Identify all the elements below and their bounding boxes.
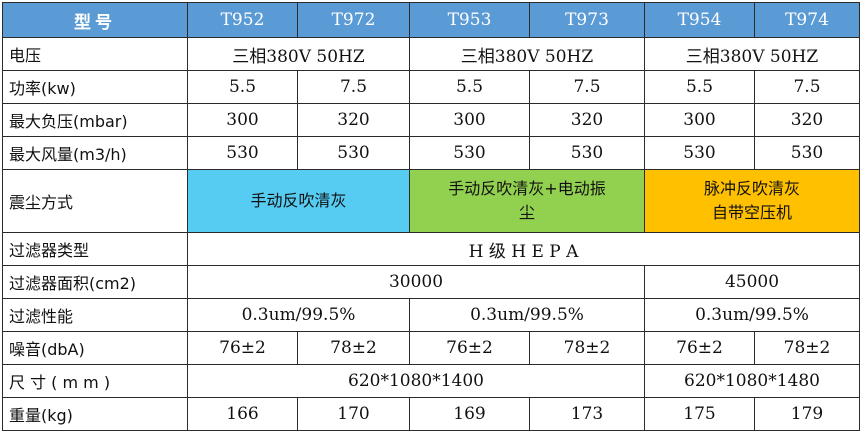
airflow-cell: 530 xyxy=(529,136,645,170)
noise-cell: 76±2 xyxy=(644,331,755,365)
model-header: T952 xyxy=(187,2,298,38)
noise-cell: 76±2 xyxy=(187,331,298,365)
weight-cell: 179 xyxy=(754,397,860,431)
weight-cell: 166 xyxy=(187,397,298,431)
dust-method-cell: 手动反吹清灰 xyxy=(187,169,410,233)
filter-type-row: 过滤器类型 H 级 H E P A xyxy=(2,232,860,266)
weight-row: 重量(kg) 166 170 169 173 175 179 xyxy=(2,397,860,431)
weight-cell: 175 xyxy=(644,397,755,431)
model-header: T954 xyxy=(644,2,755,38)
header-label: 型号 xyxy=(2,2,188,38)
voltage-cell: 三相380V 50HZ xyxy=(187,37,410,71)
dust-method-line: 手动反吹清灰+电动振 xyxy=(448,179,606,198)
pressure-cell: 320 xyxy=(754,103,860,137)
airflow-cell: 530 xyxy=(754,136,860,170)
pressure-cell: 300 xyxy=(644,103,755,137)
noise-cell: 78±2 xyxy=(529,331,645,365)
size-cell: 620*1080*1480 xyxy=(644,364,860,398)
row-label: 功率(kw) xyxy=(2,70,188,104)
filter-performance-cell: 0.3um/99.5% xyxy=(409,298,645,332)
filter-area-cell: 30000 xyxy=(187,265,645,299)
model-header: T974 xyxy=(754,2,860,38)
row-label: 最大风量(m3/h) xyxy=(2,136,188,170)
power-cell: 7.5 xyxy=(297,70,410,104)
dust-method-line: 脉冲反吹清灰 xyxy=(703,179,800,198)
pressure-cell: 320 xyxy=(297,103,410,137)
dust-method-line: 尘 xyxy=(518,203,535,222)
airflow-cell: 530 xyxy=(409,136,530,170)
row-label: 重量(kg) xyxy=(2,397,188,431)
filter-performance-row: 过滤性能 0.3um/99.5% 0.3um/99.5% 0.3um/99.5% xyxy=(2,298,860,332)
filter-performance-cell: 0.3um/99.5% xyxy=(187,298,410,332)
row-label: 电压 xyxy=(2,37,188,71)
noise-cell: 76±2 xyxy=(409,331,530,365)
dust-method-cell: 手动反吹清灰+电动振 尘 xyxy=(409,169,645,233)
row-label: 震尘方式 xyxy=(2,169,188,233)
dust-method-row: 震尘方式 手动反吹清灰 手动反吹清灰+电动振 尘 脉冲反吹清灰 自带空压机 xyxy=(2,169,860,233)
dust-method-cell: 脉冲反吹清灰 自带空压机 xyxy=(644,169,860,233)
filter-area-row: 过滤器面积(cm2) 30000 45000 xyxy=(2,265,860,299)
row-label: 噪音(dbA) xyxy=(2,331,188,365)
model-header: T973 xyxy=(529,2,645,38)
weight-cell: 173 xyxy=(529,397,645,431)
voltage-row: 电压 三相380V 50HZ 三相380V 50HZ 三相380V 50HZ xyxy=(2,37,860,71)
size-row: 尺 寸 ( m m ) 620*1080*1400 620*1080*1480 xyxy=(2,364,860,398)
power-cell: 5.5 xyxy=(409,70,530,104)
airflow-cell: 530 xyxy=(297,136,410,170)
model-header: T972 xyxy=(297,2,410,38)
power-cell: 5.5 xyxy=(644,70,755,104)
power-cell: 5.5 xyxy=(187,70,298,104)
filter-performance-cell: 0.3um/99.5% xyxy=(644,298,860,332)
pressure-cell: 300 xyxy=(187,103,298,137)
max-airflow-row: 最大风量(m3/h) 530 530 530 530 530 530 xyxy=(2,136,860,170)
size-cell: 620*1080*1400 xyxy=(187,364,645,398)
voltage-cell: 三相380V 50HZ xyxy=(409,37,645,71)
power-row: 功率(kw) 5.5 7.5 5.5 7.5 5.5 7.5 xyxy=(2,70,860,104)
row-label: 最大负压(mbar) xyxy=(2,103,188,137)
row-label: 过滤器类型 xyxy=(2,232,188,266)
row-label: 过滤器面积(cm2) xyxy=(2,265,188,299)
dust-method-line: 自带空压机 xyxy=(711,203,792,222)
filter-type-cell: H 级 H E P A xyxy=(187,232,860,266)
row-label: 尺 寸 ( m m ) xyxy=(2,364,188,398)
noise-row: 噪音(dbA) 76±2 78±2 76±2 78±2 76±2 78±2 xyxy=(2,331,860,365)
power-cell: 7.5 xyxy=(529,70,645,104)
voltage-cell: 三相380V 50HZ xyxy=(644,37,860,71)
noise-cell: 78±2 xyxy=(297,331,410,365)
pressure-cell: 320 xyxy=(529,103,645,137)
noise-cell: 78±2 xyxy=(754,331,860,365)
airflow-cell: 530 xyxy=(187,136,298,170)
row-label: 过滤性能 xyxy=(2,298,188,332)
dust-method-line: 手动反吹清灰 xyxy=(250,191,347,210)
airflow-cell: 530 xyxy=(644,136,755,170)
max-pressure-row: 最大负压(mbar) 300 320 300 320 300 320 xyxy=(2,103,860,137)
spec-table: 型号 T952 T972 T953 T973 T954 T974 电压 三相38… xyxy=(2,2,860,431)
pressure-cell: 300 xyxy=(409,103,530,137)
header-row: 型号 T952 T972 T953 T973 T954 T974 xyxy=(2,2,860,38)
weight-cell: 170 xyxy=(297,397,410,431)
model-header: T953 xyxy=(409,2,530,38)
weight-cell: 169 xyxy=(409,397,530,431)
power-cell: 7.5 xyxy=(754,70,860,104)
filter-area-cell: 45000 xyxy=(644,265,860,299)
